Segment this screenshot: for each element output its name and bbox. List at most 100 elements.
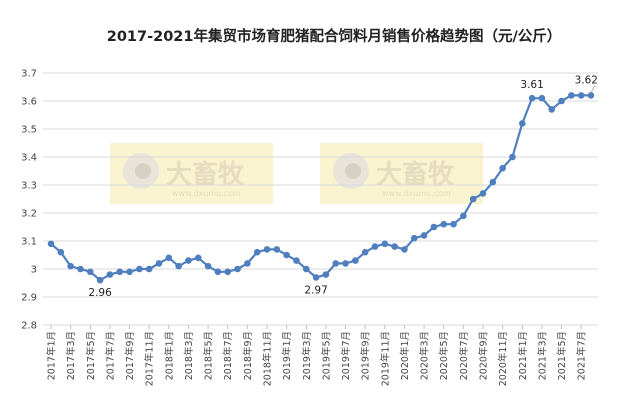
data-point	[57, 248, 65, 256]
x-tick-label: 2021年3月	[536, 331, 548, 380]
data-point	[126, 268, 133, 276]
data-point	[352, 257, 359, 264]
data-point	[332, 260, 340, 267]
data-point	[410, 234, 418, 242]
x-tick-label: 2017年11月	[144, 331, 156, 386]
x-axis: 2017年1月 2017年3月 2017年5月 2017年7月 2017年9月 2017年…	[46, 325, 588, 386]
data-point	[371, 243, 379, 250]
x-tick-label: 2019年11月	[379, 331, 391, 386]
x-tick-label: 2021年5月	[556, 331, 568, 380]
data-point	[460, 212, 467, 220]
x-tick-label: 2017年5月	[85, 331, 97, 380]
data-point	[214, 268, 222, 276]
x-tick-label: 2020年9月	[478, 331, 490, 380]
x-tick-label: 2019年5月	[320, 331, 332, 380]
x-tick-label: 2017年7月	[104, 331, 116, 380]
data-point	[420, 232, 428, 239]
watermarks: 大畜牧 www.dxumu.com www.dxumu.com 大畜牧 www.…	[110, 143, 483, 204]
data-point	[175, 262, 182, 270]
data-point	[106, 271, 114, 278]
data-point	[577, 92, 585, 99]
data-point	[244, 260, 251, 267]
data-point	[430, 223, 438, 231]
data-point	[67, 262, 74, 270]
x-tick-label: 2018年1月	[163, 331, 175, 380]
data-point	[263, 246, 271, 253]
x-tick-label: 2019年1月	[281, 331, 293, 380]
data-point	[312, 274, 320, 281]
y-tick-label: 2.8	[21, 321, 37, 332]
watermark-url: www.dxumu.com	[172, 189, 241, 198]
data-point	[77, 265, 84, 273]
data-point	[489, 178, 497, 186]
data-point	[587, 92, 595, 99]
x-tick-label: 2020年3月	[419, 331, 431, 380]
y-tick-label: 3.5	[21, 125, 37, 136]
data-point	[361, 248, 369, 256]
data-point	[185, 257, 192, 264]
data-point	[479, 190, 487, 197]
watermark-left: 大畜牧 www.dxumu.com	[110, 143, 273, 204]
price-series	[47, 92, 595, 284]
data-label-leader	[590, 85, 596, 93]
data-point	[469, 195, 477, 203]
data-point	[155, 260, 163, 267]
y-tick-label: 3.7	[21, 69, 37, 80]
data-point	[283, 251, 290, 259]
x-tick-label: 2018年7月	[222, 331, 234, 380]
x-tick-label: 2019年3月	[301, 331, 313, 380]
x-tick-label: 2021年1月	[517, 331, 529, 380]
x-tick-label: 2019年7月	[340, 331, 352, 380]
x-tick-label: 2020年11月	[497, 331, 509, 386]
data-point	[538, 94, 546, 102]
data-label: 2.97	[304, 284, 327, 296]
x-tick-label: 2018年5月	[203, 331, 215, 380]
data-label: 3.62	[575, 74, 598, 86]
data-point	[273, 246, 281, 253]
x-tick-label: 2018年11月	[262, 331, 274, 386]
data-point	[293, 257, 300, 264]
data-point	[401, 246, 408, 253]
data-label: 3.61	[520, 79, 543, 91]
y-tick-label: 3.1	[21, 237, 37, 248]
data-point	[145, 265, 153, 273]
x-tick-label: 2017年9月	[124, 331, 136, 380]
data-point	[509, 153, 516, 161]
data-point	[499, 164, 506, 172]
chart-title: 2017-2021年集贸市场育肥猪配合饲料月销售价格趋势图（元/公斤）	[107, 27, 562, 45]
x-tick-label: 2018年9月	[242, 331, 254, 380]
data-point	[568, 92, 575, 99]
data-point	[528, 94, 536, 102]
data-point	[47, 240, 55, 248]
y-tick-label: 3.3	[21, 181, 37, 192]
data-point	[204, 262, 212, 270]
x-tick-label: 2017年3月	[65, 331, 77, 380]
watermark-url: www.dxumu.com	[382, 189, 451, 198]
watermark-logo-inner-icon	[135, 163, 151, 179]
data-point	[548, 106, 556, 113]
data-point	[391, 243, 398, 250]
data-label: 2.96	[88, 287, 112, 299]
watermark-logo-inner-icon	[345, 163, 361, 179]
data-point	[558, 97, 565, 105]
data-point	[96, 276, 104, 284]
data-point	[518, 120, 526, 127]
y-tick-label: 2.9	[21, 293, 37, 304]
data-point	[136, 265, 143, 273]
data-labels: 2.96 2.97 3.61 3.62	[88, 74, 598, 299]
y-tick-label: 3	[31, 265, 37, 276]
x-tick-label: 2017年1月	[46, 331, 58, 380]
y-tick-label: 3.4	[21, 153, 37, 164]
data-point	[234, 265, 241, 273]
data-point	[342, 260, 349, 267]
y-axis: 2.8 2.9 3 3.1 3.2 3.3 3.4 3.5 3.6 3.7	[21, 69, 37, 332]
data-point	[253, 248, 261, 256]
x-tick-label: 2020年5月	[438, 331, 450, 380]
data-point	[322, 271, 330, 278]
x-tick-label: 2020年7月	[458, 331, 470, 380]
data-point	[440, 220, 448, 228]
x-tick-label: 2021年7月	[576, 331, 588, 380]
x-tick-label: 2020年1月	[399, 331, 411, 380]
